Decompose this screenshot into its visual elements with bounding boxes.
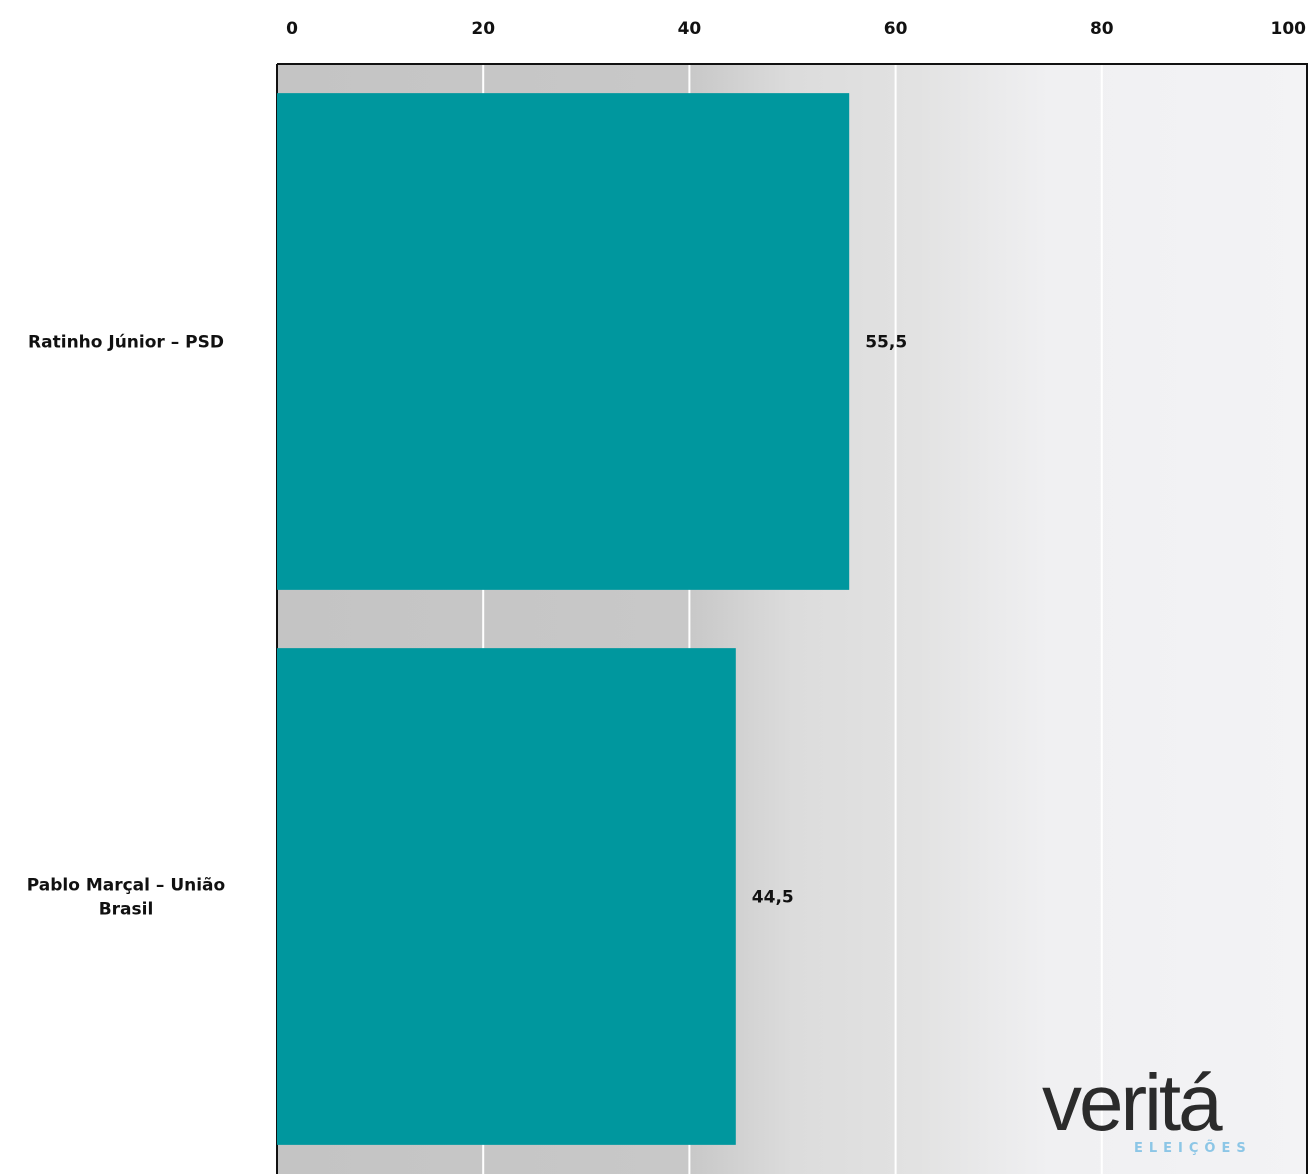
x-axis-ticks: 0 20 40 60 80 100 bbox=[286, 19, 1306, 39]
logo-subtitle: ELEIÇÕES bbox=[1134, 1140, 1252, 1156]
data-labels: 55,5 44,5 bbox=[752, 333, 907, 908]
x-tick-label: 40 bbox=[678, 19, 702, 39]
x-tick-label: 80 bbox=[1090, 19, 1114, 39]
category-label: Ratinho Júnior – PSD bbox=[28, 333, 224, 353]
data-label: 44,5 bbox=[752, 888, 794, 908]
x-tick-label: 60 bbox=[884, 19, 908, 39]
category-label: Pablo Marçal – União Brasil bbox=[27, 876, 225, 920]
category-labels: Ratinho Júnior – PSD Pablo Marçal – União… bbox=[27, 333, 225, 920]
verita-logo: veritá ELEIÇÕES bbox=[1042, 1062, 1252, 1156]
x-tick-label: 100 bbox=[1271, 19, 1307, 39]
bar bbox=[277, 93, 850, 590]
bar bbox=[277, 648, 736, 1145]
x-tick-label: 20 bbox=[471, 19, 495, 39]
data-label: 55,5 bbox=[865, 333, 907, 353]
logo-wordmark: veritá bbox=[1042, 1062, 1223, 1147]
x-tick-label: 0 bbox=[286, 19, 298, 39]
bars bbox=[277, 93, 850, 1145]
